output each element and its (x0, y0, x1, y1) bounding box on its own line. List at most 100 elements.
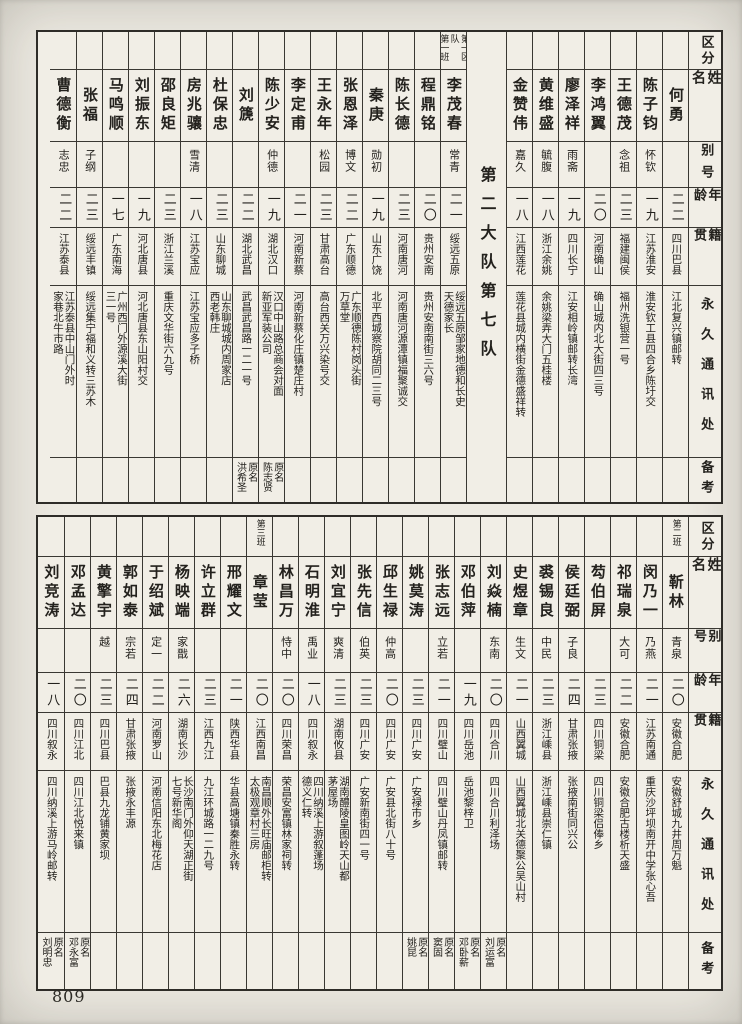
person-column: 黄维盛 毓腹 一八 浙江余姚 余姚梁弄大门五桂楼 (532, 32, 558, 502)
address-cell: 重庆沙坪坝南开中学张心吾 (637, 771, 662, 933)
address-cell: 福州洗银营一号 (611, 286, 636, 458)
row-label-age: 年龄 (689, 188, 721, 228)
name-cell: 张志远 (429, 557, 454, 629)
person-column: 侯廷弼 子良 二四 甘肃张掖 张掖南街同兴公 (558, 517, 584, 989)
age-cell: 一九 (363, 188, 388, 228)
unit-cell (585, 517, 610, 557)
person-column: 于绍斌 定一 二二 河南罗山 河南信阳东北梅花店 (142, 517, 168, 989)
unit-cell (533, 517, 558, 557)
courtesy-name-cell: 伯英 (351, 629, 376, 673)
person-column: 王永年 松园 二三 甘肃高台 高台西关万兴染号交 (310, 32, 336, 502)
address-cell: 华县高塘镇秦胜永转 (221, 771, 246, 933)
native-place-cell: 四川岳池 (455, 713, 480, 771)
address-cell: 河南信阳东北梅花店 (143, 771, 168, 933)
remarks-cell (559, 933, 584, 989)
courtesy-name-cell (455, 629, 480, 673)
courtesy-name-cell: 仲高 (377, 629, 402, 673)
courtesy-name-cell: 青泉 (663, 629, 688, 673)
person-column: 许立群 二三 江西九江 九江环城路一二九号 (194, 517, 220, 989)
row-label-column: 区分 姓名 别号 年龄 籍贯 永久通讯处 备考 (688, 517, 721, 989)
remarks-cell (533, 458, 558, 502)
remarks-cell (169, 933, 194, 989)
person-column: 陈少安 仲德 一九 湖北汉口 汉口中山路总商会对面 新亚军装公司 原名 陈志贤 (258, 32, 284, 502)
person-column: 杜保忠 二三 山东聊城 山东聊城城内周家店 西老韩庄 (206, 32, 232, 502)
age-cell: 二〇 (481, 673, 506, 713)
address-cell: 山西翼城北关德聚公吴山村 (507, 771, 532, 933)
courtesy-name-cell: 生文 (507, 629, 532, 673)
remarks-cell (351, 933, 376, 989)
name-cell: 章莹 (247, 557, 272, 629)
native-place-cell: 四川叙永 (38, 713, 64, 771)
address-cell: 广州西门外源溪大街 三一号 (103, 286, 128, 458)
remarks-cell (585, 933, 610, 989)
address-cell: 确山城内北大街四三号 (585, 286, 610, 458)
age-cell: 二二 (337, 188, 362, 228)
native-place-cell: 四川广安 (377, 713, 402, 771)
name-cell: 房兆骧 (181, 70, 206, 142)
courtesy-name-cell: 怀钦 (637, 142, 662, 188)
row-label-native: 籍贯 (689, 228, 721, 286)
name-cell: 陈子钧 (637, 70, 662, 142)
age-cell: 一八 (507, 188, 532, 228)
remarks-cell (155, 458, 180, 502)
native-place-cell: 安徽合肥 (663, 713, 688, 771)
person-column: 金赞伟 嘉久 一八 江西莲花 莲花县城内横街金德盛祥转 (506, 32, 532, 502)
unit-cell (403, 517, 428, 557)
age-cell: 一八 (38, 673, 64, 713)
person-column: 邓伯萍 一九 四川岳池 岳池黎梓卫 原名 邓卧薪 (454, 517, 480, 989)
unit-cell (559, 32, 584, 70)
address-cell: 莲花县城内横街金德盛祥转 (507, 286, 532, 458)
remarks-cell (311, 458, 336, 502)
courtesy-name-cell (247, 629, 272, 673)
courtesy-name-cell (403, 629, 428, 673)
age-cell: 二二 (143, 673, 168, 713)
person-column: 张先信 伯英 二三 四川广安 广安新南街四一号 (350, 517, 376, 989)
native-place-cell: 四川璧山 (429, 713, 454, 771)
remarks-cell (507, 933, 532, 989)
row-label-addr: 永久通讯处 (689, 286, 721, 458)
age-cell: 一九 (559, 188, 584, 228)
unit-cell (117, 517, 142, 557)
native-place-cell: 四川巴县 (663, 228, 688, 286)
age-cell: 二三 (195, 673, 220, 713)
unit-cell (195, 517, 220, 557)
unit-cell (155, 32, 180, 70)
age-cell: 二一 (221, 673, 246, 713)
unit-cell (611, 517, 636, 557)
native-place-cell: 绥远丰镇 (77, 228, 102, 286)
address-cell: 广东顺德陈村岗头街 万草堂 (337, 286, 362, 458)
remarks-cell (415, 458, 440, 502)
person-column: 芶伯屏 二三 四川铜梁 四川铜梁侣俸乡 (584, 517, 610, 989)
unit-cell (415, 32, 440, 70)
courtesy-name-cell (195, 629, 220, 673)
person-column: 陈长德 二三 河南唐河 河南唐河源潭镇福聚诚交 (388, 32, 414, 502)
courtesy-name-cell: 雪清 (181, 142, 206, 188)
remarks-cell: 原名 邓永富 (66, 937, 89, 967)
remarks-cell (441, 458, 466, 502)
native-place-cell: 甘肃张掖 (559, 713, 584, 771)
native-place-cell: 江西九江 (195, 713, 220, 771)
native-place-cell: 福建闽侯 (611, 228, 636, 286)
remarks-cell (207, 458, 232, 502)
row-label-name: 姓名 (689, 557, 721, 629)
native-place-cell: 绥远五原 (441, 228, 466, 286)
native-place-cell: 江苏南通 (637, 713, 662, 771)
native-place-cell: 四川荣昌 (273, 713, 298, 771)
native-place-cell: 河南确山 (585, 228, 610, 286)
native-place-cell: 甘肃张掖 (117, 713, 142, 771)
name-cell: 林昌万 (273, 557, 298, 629)
address-cell: 四川纳溪上游叙蓬场 德义仁转 (299, 771, 324, 933)
row-label-hao: 别号 (689, 629, 721, 673)
age-cell: 一九 (637, 188, 662, 228)
address-cell: 北平西城察院胡同二三号 (363, 286, 388, 458)
roster-content: 区分 姓名 别号 年龄 籍贯 永久通讯处 备考 何勇 二二 四川巴县 江北复兴镇邮转 陈子钧 怀钦 一九江… (36, 30, 723, 991)
address-cell: 广安禄市乡 (403, 771, 428, 933)
address-cell: 安徽合肥古楼析天盛 (611, 771, 636, 933)
native-place-cell: 山西翼城 (507, 713, 532, 771)
remarks-cell: 原名 刘运富 (482, 937, 505, 967)
age-cell: 二〇 (65, 673, 90, 713)
unit-cell (273, 517, 298, 557)
person-column: 林昌万 恃中 二〇 四川荣昌 荣昌安富镇林家祠转 (272, 517, 298, 989)
age-cell: 一九 (455, 673, 480, 713)
